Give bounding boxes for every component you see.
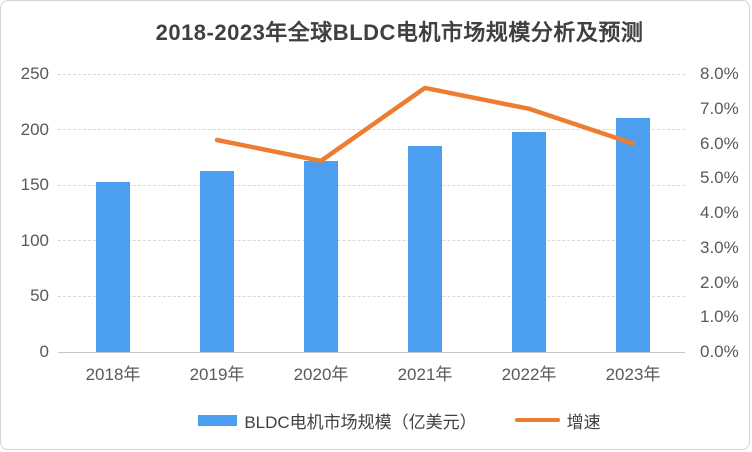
x-axis-label: 2018年 (85, 365, 141, 384)
chart-title: 2018-2023年全球BLDC电机市场规模分析及预测 (155, 20, 644, 45)
gridline (58, 351, 685, 353)
legend-item-line-series: 增速 (514, 408, 601, 433)
bar-2019年 (200, 170, 234, 352)
bar-2020年 (304, 160, 338, 352)
x-axis-label: 2021年 (397, 365, 453, 384)
y-axis-right-tick: 3.0% (700, 237, 739, 257)
y-axis-right-tick: 5.0% (700, 168, 739, 188)
gridline (58, 73, 685, 75)
x-axis-label: 2019年 (189, 365, 245, 384)
bar-2018年 (96, 181, 130, 352)
x-axis-label: 2020年 (293, 365, 349, 384)
y-axis-left-tick: 0 (39, 342, 49, 361)
y-axis-left-tick: 50 (30, 286, 49, 306)
y-axis-left-tick: 100 (20, 230, 49, 250)
bar-2022年 (512, 131, 546, 352)
legend: BLDC电机市场规模（亿美元） 增速 (58, 405, 741, 435)
gridline (58, 129, 685, 131)
bar-2021年 (408, 146, 442, 352)
y-axis-right-tick: 7.0% (700, 98, 739, 118)
y-axis-right-tick: 0.0% (700, 342, 739, 361)
bar-2023年 (616, 118, 650, 352)
y-axis-right-tick: 1.0% (700, 307, 739, 327)
x-axis-label: 2023年 (605, 365, 661, 384)
y-axis-right-tick: 4.0% (700, 203, 739, 222)
y-axis-left-tick: 200 (20, 119, 49, 139)
y-axis-right-tick: 8.0% (700, 64, 739, 83)
legend-label-line-series: 增速 (566, 412, 601, 432)
gridline (58, 240, 685, 242)
y-axis-right-tick: 6.0% (700, 133, 739, 153)
legend-label-bar-series: BLDC电机市场规模（亿美元） (244, 412, 477, 432)
x-axis-label: 2022年 (501, 365, 557, 384)
gridline (58, 295, 685, 297)
bar-series-swatch (198, 414, 238, 426)
y-axis-right-tick: 2.0% (700, 272, 739, 292)
legend-item-bar-series: BLDC电机市场规模（亿美元） (198, 408, 477, 433)
growth-line (214, 85, 636, 164)
y-axis-left-tick: 150 (20, 175, 49, 195)
gridline (58, 184, 685, 186)
y-axis-left-tick: 250 (20, 64, 49, 83)
line-series-swatch (514, 417, 560, 423)
